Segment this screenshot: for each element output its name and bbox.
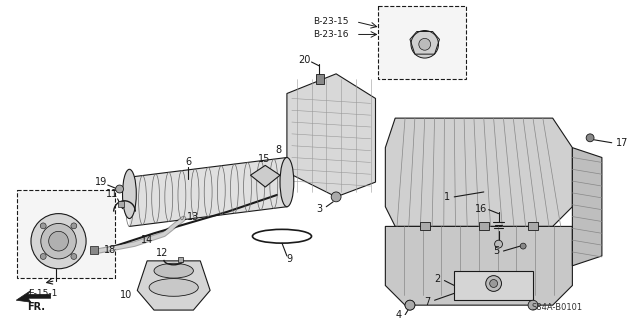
Text: 17: 17 xyxy=(616,138,628,148)
FancyBboxPatch shape xyxy=(379,6,466,79)
Text: 13: 13 xyxy=(187,212,199,221)
Bar xyxy=(528,222,538,230)
Circle shape xyxy=(405,300,415,310)
Circle shape xyxy=(40,223,46,229)
Circle shape xyxy=(411,30,438,58)
Circle shape xyxy=(419,38,431,50)
Circle shape xyxy=(116,185,123,193)
Polygon shape xyxy=(454,271,533,300)
Bar xyxy=(420,222,430,230)
Ellipse shape xyxy=(280,157,294,207)
Text: 3: 3 xyxy=(316,204,323,214)
Text: 10: 10 xyxy=(120,290,132,300)
Text: 20: 20 xyxy=(298,55,311,65)
Text: FR.: FR. xyxy=(27,302,45,312)
Text: 14: 14 xyxy=(141,235,153,245)
Bar xyxy=(316,74,325,84)
Text: 4: 4 xyxy=(395,310,401,320)
Polygon shape xyxy=(572,148,602,266)
Circle shape xyxy=(528,300,538,310)
Polygon shape xyxy=(287,74,376,197)
Ellipse shape xyxy=(123,169,136,219)
Text: 15: 15 xyxy=(258,155,270,164)
Polygon shape xyxy=(386,227,572,305)
Ellipse shape xyxy=(149,279,198,296)
FancyBboxPatch shape xyxy=(17,190,114,277)
Text: E-15-1: E-15-1 xyxy=(28,289,57,298)
Ellipse shape xyxy=(154,263,193,278)
Text: B-23-15: B-23-15 xyxy=(313,17,349,26)
Text: 7: 7 xyxy=(425,297,431,307)
Circle shape xyxy=(494,240,503,248)
Text: 18: 18 xyxy=(104,245,116,255)
Polygon shape xyxy=(16,290,51,302)
Bar xyxy=(177,257,182,262)
Text: 12: 12 xyxy=(156,248,168,258)
Circle shape xyxy=(490,280,498,287)
Bar xyxy=(118,201,123,207)
Circle shape xyxy=(520,243,526,249)
Text: 1: 1 xyxy=(444,192,450,202)
Circle shape xyxy=(71,253,77,260)
Text: 8: 8 xyxy=(276,145,282,155)
Text: 19: 19 xyxy=(95,177,107,187)
Circle shape xyxy=(486,276,501,292)
Polygon shape xyxy=(130,157,287,227)
Text: 5: 5 xyxy=(494,246,499,256)
Circle shape xyxy=(41,223,76,259)
Text: 16: 16 xyxy=(475,204,487,214)
Circle shape xyxy=(40,253,46,260)
Text: 9: 9 xyxy=(287,254,293,264)
Circle shape xyxy=(48,231,69,251)
Text: S84A-B0101: S84A-B0101 xyxy=(531,303,582,312)
Bar xyxy=(90,246,98,254)
Polygon shape xyxy=(137,261,210,310)
Circle shape xyxy=(71,223,77,229)
Polygon shape xyxy=(250,165,280,187)
Circle shape xyxy=(31,214,86,269)
Text: B-23-16: B-23-16 xyxy=(313,30,349,39)
Text: 6: 6 xyxy=(186,157,192,167)
Circle shape xyxy=(586,134,594,142)
Text: 11: 11 xyxy=(106,189,118,199)
Circle shape xyxy=(331,192,341,202)
Polygon shape xyxy=(386,118,572,227)
Bar xyxy=(479,222,489,230)
Circle shape xyxy=(405,300,415,310)
Text: 2: 2 xyxy=(435,274,441,284)
